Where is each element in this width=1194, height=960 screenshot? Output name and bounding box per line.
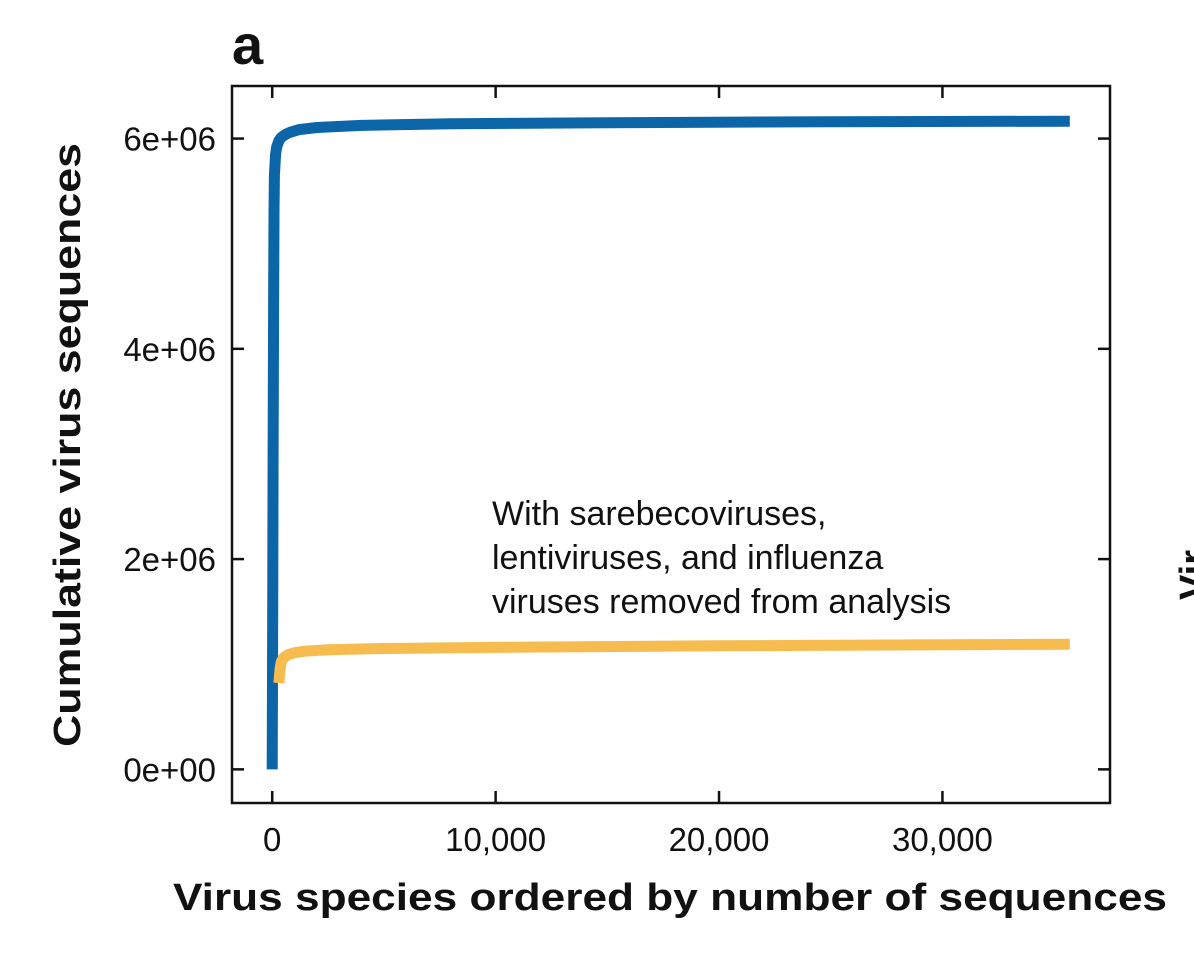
y-axis-title: Cumulative virus sequences (47, 143, 89, 747)
x-tick-label: 30,000 (892, 821, 993, 858)
y-tick-label: 4e+06 (123, 331, 216, 368)
annotation-line-2: lentiviruses, and influenza (492, 539, 883, 577)
x-tick-label: 10,000 (445, 821, 546, 858)
x-axis-title: Virus species ordered by number of seque… (173, 877, 1167, 919)
y-tick-label: 2e+06 (123, 541, 216, 578)
x-axis: 0 10,000 20,000 30,000 (263, 86, 993, 858)
y-tick-label: 0e+00 (123, 751, 216, 788)
plot-frame (230, 84, 1112, 805)
series-layer (266, 115, 1070, 770)
annotation-line-3: viruses removed from analysis (492, 583, 951, 621)
y-tick-label: 6e+06 (123, 121, 216, 158)
series-line-1 (266, 115, 1070, 770)
annotation: With sarebecoviruses, lentiviruses, and … (492, 495, 951, 621)
panel-label: a (232, 13, 264, 76)
x-tick-label: 0 (263, 821, 281, 858)
x-tick-label: 20,000 (669, 821, 770, 858)
y-axis: 0e+00 2e+06 4e+06 6e+06 (123, 121, 1110, 788)
cropped-neighbor-axis-title: Vir (1173, 550, 1194, 600)
series-line-2 (273, 638, 1070, 684)
annotation-line-1: With sarebecoviruses, (492, 495, 826, 533)
